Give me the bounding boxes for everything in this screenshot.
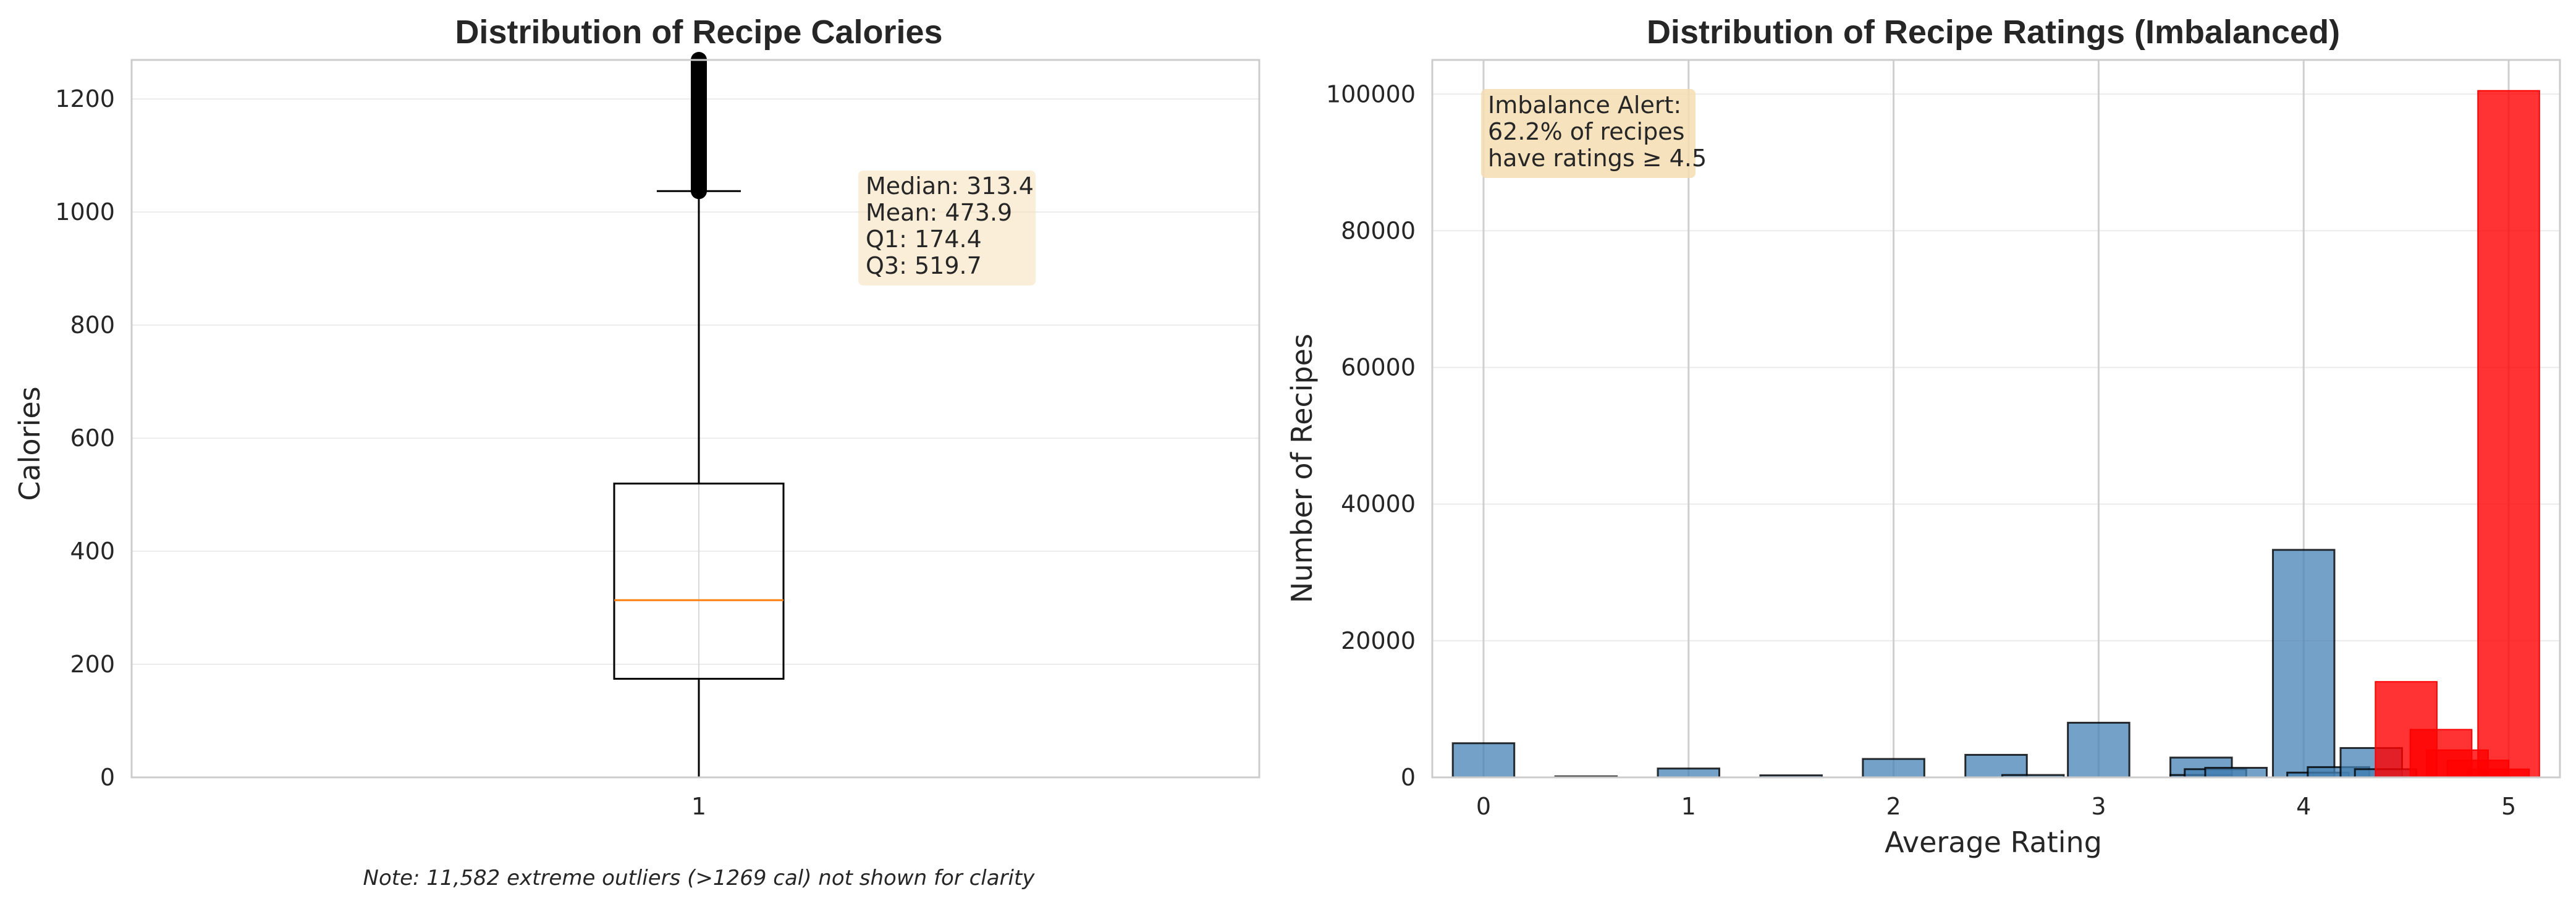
- rating-bar: [1657, 767, 1721, 779]
- ratings-y-tick-label: 20000: [1341, 627, 1416, 654]
- rating-bar: [1862, 758, 1925, 779]
- calories-y-tick-labels: 0 200 400 600 800 1000 1200: [55, 85, 115, 791]
- imbalance-alert-title: Imbalance Alert:: [1488, 91, 1681, 119]
- rating-bar: [1451, 742, 1516, 779]
- rating-bar: [1964, 754, 2028, 779]
- calories-gridlines: [132, 98, 1259, 778]
- ratings-plot-frame: [1431, 59, 2561, 779]
- ratings-x-tick-labels: 0 1 2 3 4 5: [1476, 793, 2516, 820]
- stats-mean-text: Mean: 473.9: [866, 199, 1012, 226]
- ratings-y-tick-label: 80000: [1341, 217, 1416, 244]
- stats-q1-text: Q1: 174.4: [866, 226, 982, 253]
- ratings-x-tick-label: 1: [1681, 793, 1696, 820]
- ratings-y-tick-label: 0: [1401, 764, 1416, 791]
- ratings-x-tick-label: 2: [1886, 793, 1901, 820]
- ratings-y-axis-label: Number of Recipes: [1285, 334, 1319, 603]
- imbalance-alert-percent: 62.2% of recipes: [1488, 118, 1684, 145]
- rating-bar: [2271, 549, 2336, 779]
- ratings-bars: [1451, 90, 2540, 779]
- calories-outlier-note: Note: 11,582 extreme outliers (>1269 cal…: [363, 866, 1036, 890]
- calories-y-tick-label: 0: [100, 764, 115, 791]
- calories-boxplot-panel: Distribution of Recipe Calories Calories…: [13, 14, 1261, 890]
- imbalance-alert-box: [1481, 89, 1696, 178]
- stats-q3-text: Q3: 519.7: [866, 252, 982, 279]
- rating-bar: [2067, 722, 2130, 779]
- imbalance-alert-threshold: have ratings ≥ 4.5: [1488, 145, 1707, 172]
- ratings-x-tick-label: 5: [2501, 793, 2516, 820]
- ratings-chart-title: Distribution of Recipe Ratings (Imbalanc…: [1647, 14, 2340, 51]
- calories-iqr-box: [613, 483, 785, 680]
- calories-plot-frame: [130, 59, 1261, 779]
- stats-median-text: Median: 313.4: [866, 172, 1034, 200]
- ratings-y-tick-labels: 0 20000 40000 60000 80000 100000: [1326, 80, 1416, 791]
- calories-y-tick-label: 200: [70, 651, 115, 678]
- calories-y-axis-label: Calories: [13, 386, 46, 501]
- ratings-y-tick-label: 100000: [1326, 80, 1416, 108]
- ratings-histogram-panel: Distribution of Recipe Ratings (Imbalanc…: [1285, 14, 2561, 859]
- ratings-x-tick-label: 4: [2296, 793, 2311, 820]
- calories-y-tick-label: 600: [70, 425, 115, 452]
- calories-y-tick-label: 1200: [55, 85, 115, 112]
- calories-y-tick-label: 400: [70, 538, 115, 565]
- ratings-x-tick-label: 0: [1476, 793, 1491, 820]
- calories-x-tick-label: 1: [691, 793, 706, 820]
- calories-chart-title: Distribution of Recipe Calories: [455, 14, 942, 51]
- high-rating-bar: [2477, 90, 2540, 778]
- ratings-x-tick-label: 3: [2091, 793, 2106, 820]
- ratings-y-tick-label: 40000: [1341, 491, 1416, 518]
- ratings-y-tick-label: 60000: [1341, 354, 1416, 381]
- rating-bar: [2204, 767, 2268, 779]
- calories-stats-box: [858, 171, 1036, 285]
- ratings-x-axis-label: Average Rating: [1885, 826, 2102, 859]
- calories-y-tick-label: 1000: [55, 198, 115, 226]
- calories-y-tick-label: 800: [70, 311, 115, 339]
